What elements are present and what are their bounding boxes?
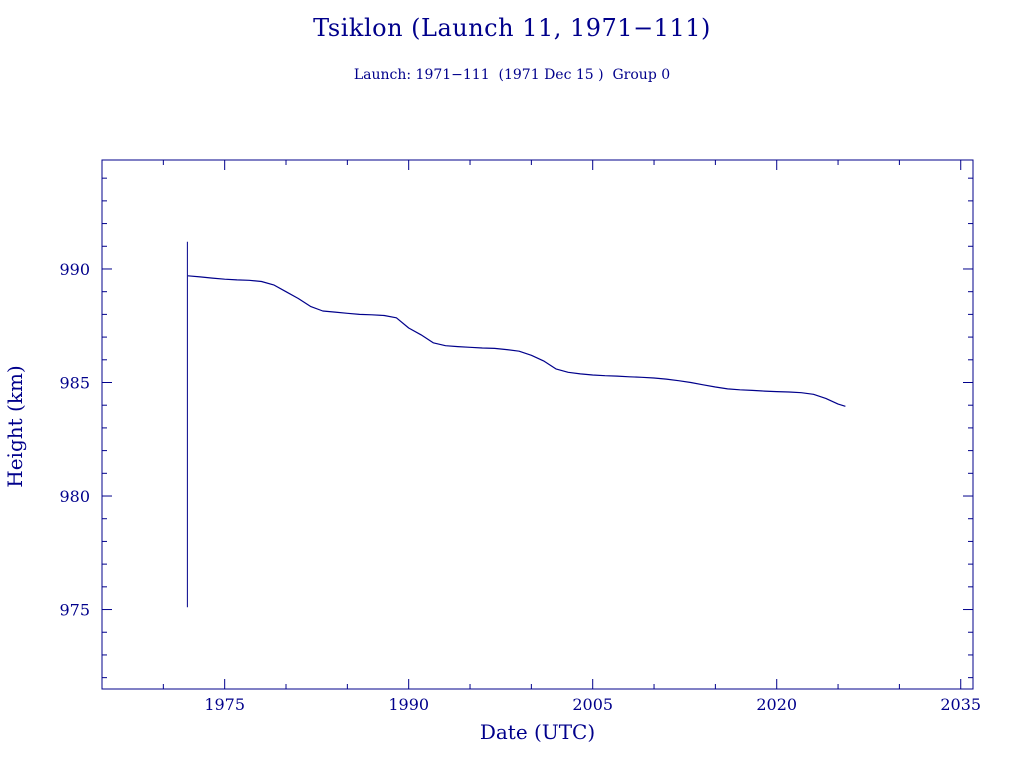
y-axis-label: Height (km) — [3, 365, 27, 487]
y-tick-labels: 975 980 985 990 — [59, 260, 90, 620]
y-tick-label: 980 — [59, 487, 90, 506]
chart-subtitle: Launch: 1971−111 (1971 Dec 15 ) Group 0 — [353, 67, 671, 83]
x-tick-label: 2005 — [572, 695, 613, 714]
chart-title: Tsiklon (Launch 11, 1971−111) — [313, 14, 711, 42]
x-axis-label: Date (UTC) — [480, 720, 595, 744]
y-tick-label: 985 — [59, 373, 90, 392]
plot-frame — [101, 159, 974, 690]
x-tick-labels: 1975 1990 2005 2020 2035 — [204, 695, 981, 714]
y-tick-label: 975 — [59, 601, 90, 620]
y-tick-label: 990 — [59, 260, 90, 279]
x-tick-label: 2035 — [940, 695, 981, 714]
x-tick-label: 1975 — [204, 695, 245, 714]
axis-ticks — [102, 160, 973, 689]
x-tick-label: 1990 — [388, 695, 429, 714]
series-layer — [186, 241, 846, 608]
height-series-line — [187, 275, 846, 407]
x-tick-label: 2020 — [756, 695, 797, 714]
